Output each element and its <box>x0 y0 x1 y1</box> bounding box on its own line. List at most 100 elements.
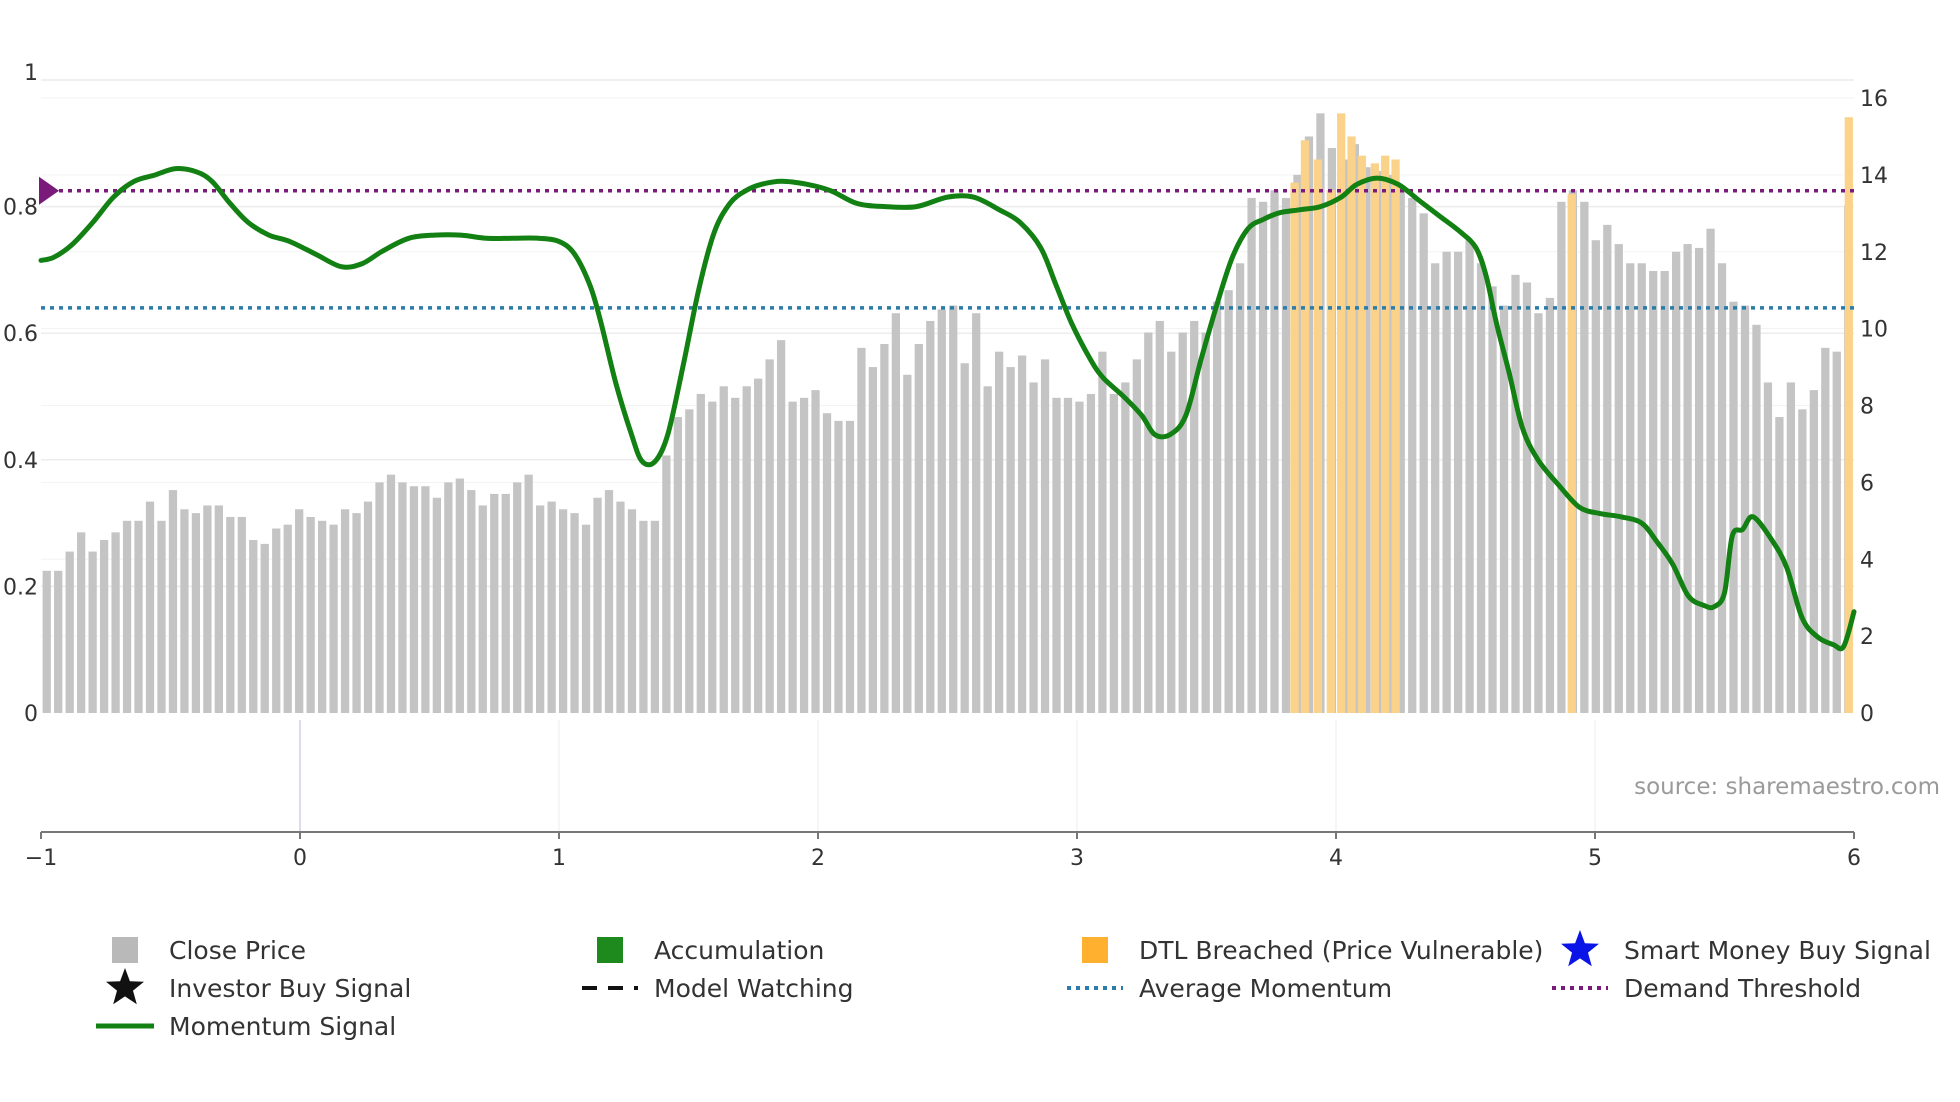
close-price-bar <box>914 344 923 713</box>
close-price-bar <box>1419 213 1428 713</box>
left-tick-label: 0.4 <box>3 449 38 474</box>
legend-label-average-momentum: Average Momentum <box>1139 974 1392 1003</box>
legend-label-accumulation: Accumulation <box>654 936 824 965</box>
close-price-bar <box>845 420 855 713</box>
close-price-bar <box>1821 347 1830 713</box>
close-price-bar <box>180 509 189 713</box>
close-price-bar <box>960 363 969 713</box>
legend: Close Price Accumulation DTL Breached (Pri… <box>96 930 1931 1041</box>
close-price-bar <box>272 528 281 713</box>
close-price-bar <box>203 505 212 713</box>
close-price-bar <box>145 501 155 713</box>
close-price-bar <box>363 501 373 713</box>
right-tick-label: 0 <box>1860 702 1874 727</box>
close-price-bar <box>1809 390 1818 713</box>
close-price-bar <box>478 505 487 713</box>
close-price-bar <box>662 455 671 713</box>
close-price-bar <box>1649 270 1658 713</box>
close-price-bar <box>1052 397 1061 713</box>
close-price-bar <box>995 351 1004 713</box>
close-price-bar <box>776 340 786 713</box>
right-tick-label: 16 <box>1860 87 1888 112</box>
legend-label-momentum-signal: Momentum Signal <box>169 1012 396 1041</box>
close-price-bar <box>1144 332 1153 713</box>
close-price-bar <box>1190 320 1199 713</box>
close-price-bar <box>1098 351 1107 713</box>
close-price-bar <box>1362 167 1371 713</box>
close-price-bar <box>1109 393 1119 713</box>
demand-threshold-marker <box>39 176 59 205</box>
close-price-bar <box>1591 240 1600 713</box>
close-price-bar <box>421 486 430 713</box>
close-price-bar <box>329 524 338 713</box>
dtl-breached-bar <box>1313 159 1323 713</box>
close-price-bar <box>536 505 545 713</box>
right-tick-label: 10 <box>1860 318 1888 343</box>
close-price-bar <box>1408 197 1417 713</box>
close-price-bars <box>42 113 1853 713</box>
right-tick-label: 14 <box>1860 164 1888 189</box>
close-price-bar <box>1040 359 1050 713</box>
close-price-bar <box>1086 393 1096 713</box>
close-price-bar <box>444 482 453 713</box>
close-price-bar <box>719 386 728 713</box>
source-label: source: sharemaestro.com <box>1634 774 1940 800</box>
dtl-breached-bar <box>1300 140 1310 713</box>
close-price-bar <box>731 397 740 713</box>
x-tick-label: 0 <box>293 846 307 871</box>
close-price-bar <box>88 551 97 713</box>
legend-label-smart-money-buy-signal: Smart Money Buy Signal <box>1624 936 1931 965</box>
close-price-bar <box>547 501 556 713</box>
close-price-bar <box>834 420 843 713</box>
close-price-bar <box>283 524 292 713</box>
close-price-bar <box>1522 282 1532 713</box>
close-price-bar <box>65 551 74 713</box>
legend-label-model-watching: Model Watching <box>654 974 854 1003</box>
close-price-bar <box>593 497 602 713</box>
close-price-bar <box>249 540 258 713</box>
left-tick-label: 0.8 <box>3 196 38 221</box>
close-price-bar <box>1155 320 1164 713</box>
close-price-bar <box>432 497 442 713</box>
close-price-bar <box>880 344 889 713</box>
close-price-bar <box>1476 263 1486 713</box>
close-price-bar <box>604 490 614 713</box>
close-price-bar <box>157 520 166 713</box>
close-price-bar <box>937 309 946 713</box>
close-price-bar <box>237 516 246 713</box>
close-price-bar <box>306 516 315 713</box>
left-tick-label: 1 <box>24 61 38 86</box>
close-price-bar <box>1167 351 1176 713</box>
dtl-breached-bar <box>1844 117 1853 713</box>
close-price-bar <box>788 401 797 713</box>
close-price-bar <box>398 482 407 713</box>
close-price-bar <box>168 490 178 713</box>
close-price-bar <box>77 532 86 713</box>
close-price-bar <box>1213 301 1222 713</box>
close-price-bar <box>685 409 694 713</box>
left-tick-label: 0 <box>24 702 38 727</box>
close-price-bar <box>616 501 625 713</box>
close-price-bar <box>1396 186 1405 713</box>
close-price-bar <box>1580 201 1589 713</box>
close-price-bar <box>295 509 304 713</box>
close-price-bar <box>1258 201 1268 713</box>
close-price-bar <box>54 570 63 713</box>
close-price-bar <box>765 359 774 713</box>
x-tick-label: 4 <box>1329 846 1343 871</box>
close-price-bar <box>1431 263 1440 713</box>
close-price-bar <box>1683 244 1692 713</box>
close-price-bar <box>1121 382 1130 713</box>
close-price-bar <box>949 305 958 713</box>
close-price-bar <box>581 524 591 713</box>
dtl-breached-bar <box>1567 194 1576 713</box>
close-price-bar <box>1545 297 1555 713</box>
close-price-bar <box>42 570 51 713</box>
close-price-bar <box>1453 251 1463 713</box>
legend-label-dtl-breached-price-vulnerable: DTL Breached (Price Vulnerable) <box>1139 936 1543 965</box>
close-price-bar <box>1235 263 1245 713</box>
close-price-bar <box>1672 251 1681 713</box>
close-price-bar <box>1281 197 1291 713</box>
close-price-bar <box>972 313 981 713</box>
